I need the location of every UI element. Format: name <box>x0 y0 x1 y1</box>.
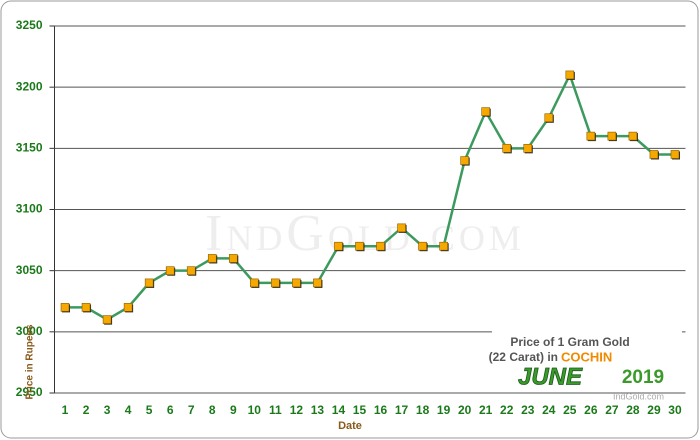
x-tick-label: 21 <box>479 403 493 417</box>
marker <box>628 131 638 141</box>
watermark: IndGold.com <box>205 205 525 262</box>
marker <box>250 278 259 288</box>
marker <box>502 144 512 153</box>
x-tick-label: 11 <box>269 403 282 417</box>
y-tick-label: 3050 <box>16 263 43 277</box>
x-tick-label: 10 <box>248 403 262 417</box>
marker <box>355 241 364 251</box>
marker <box>313 278 322 288</box>
marker <box>565 70 575 80</box>
marker <box>144 278 154 288</box>
marker <box>292 278 301 288</box>
x-tick-label: 14 <box>332 403 346 417</box>
x-tick-label: 12 <box>290 403 304 417</box>
inset-city: COCHIN <box>561 349 612 364</box>
marker <box>607 131 617 141</box>
inset-month: JUNE <box>518 363 583 390</box>
x-tick-label: 27 <box>605 403 619 417</box>
marker <box>81 303 91 312</box>
marker <box>397 223 406 233</box>
marker <box>60 303 70 312</box>
x-tick-label: 26 <box>584 403 598 417</box>
x-tick-label: 19 <box>437 403 451 417</box>
x-tick-label: 28 <box>626 403 640 417</box>
x-tick-label: 6 <box>167 403 174 417</box>
y-tick-label: 3200 <box>16 79 43 93</box>
x-tick-label: 29 <box>647 403 661 417</box>
x-tick-label: 17 <box>395 403 409 417</box>
x-tick-label: 3 <box>104 403 111 417</box>
marker <box>439 241 448 251</box>
inset-bg <box>492 330 682 392</box>
x-tick-label: 9 <box>230 403 237 417</box>
x-tick-label: 25 <box>563 403 577 417</box>
x-tick-label: 20 <box>458 403 472 417</box>
y-tick-label: 3250 <box>16 18 43 32</box>
y-tick-label: 3150 <box>16 141 43 155</box>
marker <box>418 241 427 251</box>
marker <box>207 254 217 263</box>
marker <box>670 150 680 159</box>
x-tick-label: 5 <box>146 403 153 417</box>
y-tick-label: 2950 <box>16 385 43 399</box>
x-tick-label: 30 <box>668 403 682 417</box>
inset-title: Price of 1 Gram Gold <box>510 335 629 349</box>
x-tick-label: 22 <box>500 403 514 417</box>
marker <box>165 266 175 275</box>
marker <box>544 113 554 123</box>
x-tick-label: 15 <box>353 403 367 417</box>
inset-subtitle: (22 Carat) in <box>489 350 558 364</box>
x-tick-label: 23 <box>521 403 535 417</box>
marker <box>523 144 533 153</box>
x-tick-label: 24 <box>542 403 556 417</box>
marker <box>123 303 133 312</box>
inset-year: 2019 <box>622 367 664 388</box>
marker <box>481 107 490 116</box>
y-tick-label: 3000 <box>16 324 43 338</box>
marker <box>649 150 659 159</box>
marker <box>102 315 112 324</box>
marker <box>186 266 196 275</box>
credit: IndGold.com <box>613 391 664 401</box>
x-tick-label: 2 <box>83 403 90 417</box>
x-tick-label: 8 <box>209 403 216 417</box>
y-axis-label: Price in Rupees <box>25 324 36 399</box>
marker <box>460 156 469 165</box>
x-tick-label: 18 <box>416 403 430 417</box>
marker <box>271 278 280 288</box>
x-tick-label: 4 <box>125 403 132 417</box>
marker <box>228 254 238 263</box>
x-tick-label: 16 <box>374 403 388 417</box>
marker <box>334 241 343 251</box>
x-axis-label: Date <box>338 420 362 432</box>
y-tick-label: 3100 <box>16 202 43 216</box>
x-tick-label: 1 <box>62 403 69 417</box>
x-tick-label: 7 <box>188 403 195 417</box>
marker <box>376 241 385 251</box>
x-tick-label: 13 <box>311 403 325 417</box>
marker <box>586 131 596 141</box>
